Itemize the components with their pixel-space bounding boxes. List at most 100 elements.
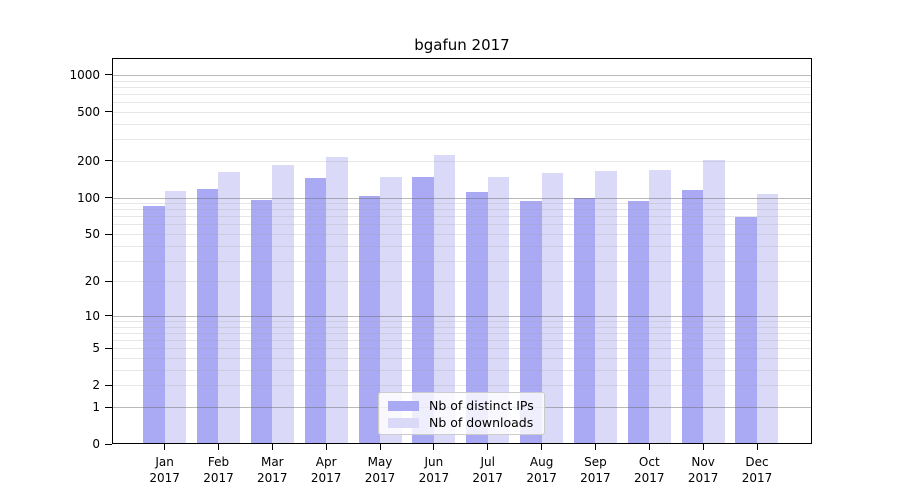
minor-gridline-4 xyxy=(113,358,811,359)
year-text: 2017 xyxy=(364,471,396,485)
year-text: 2017 xyxy=(687,471,719,485)
y-axis-tick-100 xyxy=(105,197,112,198)
minor-gridline-400 xyxy=(113,123,811,125)
legend-entry-distinct-ips: Nb of distinct IPs xyxy=(388,398,544,414)
minor-gridline-20 xyxy=(113,281,811,283)
minor-gridline-60 xyxy=(113,224,811,226)
minor-gridline-70 xyxy=(113,216,811,218)
chart-title: bgafun 2017 xyxy=(414,36,510,54)
y-axis-tick-1 xyxy=(105,406,112,408)
x-axis-label-sep: Sep 2017 xyxy=(565,454,625,486)
major-gridline-1000 xyxy=(113,74,811,76)
legend: Nb of distinct IPs Nb of downloads xyxy=(378,392,545,435)
bar-downloads-dec xyxy=(756,193,779,444)
y-axis-tick-5 xyxy=(105,347,112,349)
bar-downloads-may xyxy=(380,177,402,444)
minor-gridline-6 xyxy=(113,340,811,342)
minor-gridline-80 xyxy=(113,209,811,211)
x-axis-label-may: May 2017 xyxy=(350,454,410,486)
month-text: Sep xyxy=(584,455,607,469)
y-axis-label-10: 10 xyxy=(84,308,100,323)
y-axis-label-100: 100 xyxy=(77,190,100,205)
bar-downloads-sep xyxy=(595,170,617,444)
bar-downloads-feb xyxy=(218,172,240,444)
x-axis-tick-feb xyxy=(218,444,219,450)
bar-distinct-ips-feb xyxy=(196,188,219,444)
x-axis-label-jan: Jan 2017 xyxy=(135,454,195,486)
x-axis-tick-oct xyxy=(648,444,650,450)
y-axis-tick-200 xyxy=(105,160,112,162)
x-axis-label-jun: Jun 2017 xyxy=(404,454,464,486)
bar-downloads-jan xyxy=(164,190,187,444)
y-axis-label-50: 50 xyxy=(84,227,100,241)
month-text: May xyxy=(367,455,393,469)
y-axis-label-200: 200 xyxy=(77,153,100,168)
month-text: Aug xyxy=(529,455,554,469)
y-axis-label-1: 1 xyxy=(92,400,100,414)
bar-distinct-ips-jan xyxy=(143,206,165,444)
y-axis-label-1000: 1000 xyxy=(69,67,100,82)
y-axis-label-500: 500 xyxy=(77,104,100,119)
year-text: 2017 xyxy=(310,471,342,485)
bar-distinct-ips-sep xyxy=(573,198,596,444)
month-text: Apr xyxy=(315,455,337,469)
x-axis-tick-sep xyxy=(594,444,596,450)
month-text: Jun xyxy=(424,455,444,469)
x-axis-label-feb: Feb 2017 xyxy=(189,454,249,486)
bar-downloads-mar xyxy=(272,165,294,444)
year-text: 2017 xyxy=(203,471,234,485)
x-axis-tick-jan xyxy=(164,444,166,450)
x-axis-tick-aug xyxy=(541,444,543,450)
month-text: Jan xyxy=(155,455,174,469)
bar-downloads-apr xyxy=(326,156,348,444)
x-axis-tick-nov xyxy=(702,444,704,450)
minor-gridline-3 xyxy=(113,369,811,371)
y-axis-label-20: 20 xyxy=(84,274,100,289)
y-axis-label-5: 5 xyxy=(92,341,100,356)
minor-gridline-2 xyxy=(113,385,811,387)
bar-distinct-ips-aug xyxy=(520,201,542,444)
x-axis-label-apr: Apr 2017 xyxy=(296,454,356,486)
bar-distinct-ips-apr xyxy=(304,177,327,444)
minor-gridline-5 xyxy=(113,348,811,350)
minor-gridline-50 xyxy=(113,234,811,235)
year-text: 2017 xyxy=(634,471,665,485)
x-axis-label-dec: Dec 2017 xyxy=(727,454,787,486)
month-text: Mar xyxy=(260,455,284,469)
legend-entry-downloads: Nb of downloads xyxy=(388,415,544,431)
major-gridline-100 xyxy=(113,197,811,199)
minor-gridline-800 xyxy=(113,86,811,88)
month-text: Dec xyxy=(745,455,769,469)
bar-distinct-ips-jun xyxy=(412,176,434,444)
month-text: Feb xyxy=(207,455,230,469)
minor-gridline-30 xyxy=(113,260,811,262)
bar-downloads-oct xyxy=(649,169,671,444)
legend-label-downloads: Nb of downloads xyxy=(429,415,534,430)
legend-swatch-downloads xyxy=(388,418,419,428)
legend-swatch-distinct-ips xyxy=(388,401,419,411)
bar-downloads-jul xyxy=(487,177,510,444)
month-text: Oct xyxy=(638,455,660,469)
x-axis-tick-mar xyxy=(271,444,273,450)
y-axis-label-0: 0 xyxy=(92,437,100,451)
plot-area: 0 1 2 5 10 20 50 100 200 500 1000 Jan 2017 Feb 2017 Mar… xyxy=(69,58,812,485)
x-axis-tick-apr xyxy=(325,444,327,450)
minor-gridline-9 xyxy=(113,321,811,322)
y-axis-tick-20 xyxy=(105,280,112,282)
month-text: Nov xyxy=(691,455,715,469)
year-text: 2017 xyxy=(257,471,288,485)
minor-gridline-8 xyxy=(113,326,811,328)
legend-label-distinct-ips: Nb of distinct IPs xyxy=(429,398,534,413)
y-axis-tick-1000 xyxy=(105,74,112,76)
bar-downloads-jun xyxy=(433,155,456,444)
year-text: 2017 xyxy=(418,471,450,485)
minor-gridline-900 xyxy=(113,80,811,82)
x-axis-tick-jun xyxy=(433,444,435,450)
y-axis-tick-500 xyxy=(105,111,112,113)
bar-distinct-ips-mar xyxy=(250,200,273,444)
y-axis-tick-10 xyxy=(105,315,112,317)
bar-distinct-ips-dec xyxy=(735,217,757,444)
y-axis-tick-0 xyxy=(105,443,112,445)
major-gridline-10 xyxy=(113,315,811,317)
